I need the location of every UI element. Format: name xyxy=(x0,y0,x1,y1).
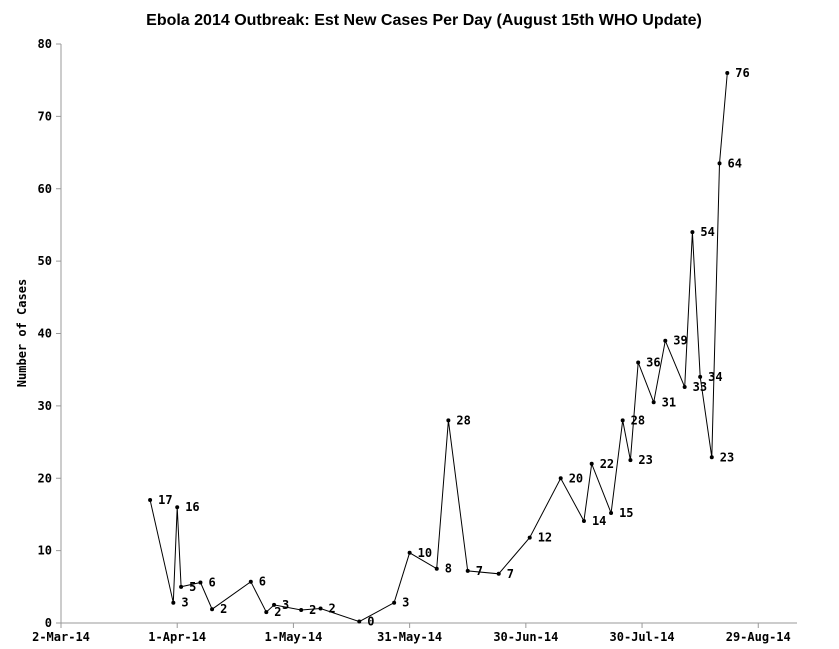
data-label: 2 xyxy=(220,602,227,616)
data-label: 6 xyxy=(259,575,266,589)
data-label: 5 xyxy=(189,580,196,594)
data-point xyxy=(446,418,451,423)
data-label: 12 xyxy=(538,531,552,545)
data-label: 28 xyxy=(456,413,470,427)
y-axis-title: Number of Cases xyxy=(15,279,29,387)
data-label: 3 xyxy=(402,596,409,610)
data-point xyxy=(496,571,501,576)
y-tick-label: 20 xyxy=(38,471,52,485)
data-label: 36 xyxy=(646,355,660,369)
data-label: 31 xyxy=(662,395,676,409)
data-point xyxy=(709,455,714,460)
x-tick-label: 29-Aug-14 xyxy=(726,630,791,644)
data-label: 3 xyxy=(181,596,188,610)
data-point xyxy=(210,607,215,612)
data-label: 17 xyxy=(158,493,172,507)
data-point xyxy=(581,518,586,523)
series-line xyxy=(149,72,728,623)
y-tick-label: 0 xyxy=(45,616,52,630)
x-tick-label: 30-Jun-14 xyxy=(493,630,558,644)
x-tick-label: 1-Apr-14 xyxy=(148,630,206,644)
data-label: 14 xyxy=(592,514,606,528)
y-tick-label: 10 xyxy=(38,544,52,558)
y-tick-label: 80 xyxy=(38,37,52,51)
data-label: 23 xyxy=(720,450,734,464)
data-point xyxy=(392,600,397,605)
data-point xyxy=(175,505,180,510)
data-label: 2 xyxy=(309,603,316,617)
data-point xyxy=(628,458,633,463)
data-point xyxy=(636,360,641,365)
data-point xyxy=(698,374,703,379)
data-label: 20 xyxy=(569,471,583,485)
data-point xyxy=(558,476,563,481)
data-point xyxy=(620,418,625,423)
data-label: 76 xyxy=(735,66,749,80)
x-tick-label: 31-May-14 xyxy=(377,630,442,644)
data-point xyxy=(717,161,722,166)
data-point xyxy=(589,461,594,466)
x-tick-label: 30-Jul-14 xyxy=(610,630,675,644)
y-tick-label: 70 xyxy=(38,109,52,123)
data-label: 8 xyxy=(445,562,452,576)
data-label: 15 xyxy=(619,506,633,520)
data-point xyxy=(725,70,730,75)
data-label: 0 xyxy=(367,615,374,629)
data-point xyxy=(465,568,470,573)
data-point xyxy=(690,230,695,235)
data-point xyxy=(264,610,269,615)
data-label: 7 xyxy=(476,564,483,578)
data-label: 16 xyxy=(185,500,199,514)
data-point xyxy=(407,550,412,555)
y-tick-label: 30 xyxy=(38,399,52,413)
data-point xyxy=(609,510,614,515)
data-point xyxy=(179,584,184,589)
data-point xyxy=(682,385,687,390)
data-label: 22 xyxy=(600,457,614,471)
data-point xyxy=(299,607,304,612)
data-label: 10 xyxy=(418,546,432,560)
data-point xyxy=(148,497,153,502)
data-point xyxy=(272,602,277,607)
data-label: 6 xyxy=(208,575,215,589)
data-point xyxy=(663,338,668,343)
y-tick-label: 40 xyxy=(38,327,52,341)
data-label: 64 xyxy=(728,156,742,170)
x-tick-label: 1-May-14 xyxy=(265,630,323,644)
data-label: 33 xyxy=(693,380,707,394)
data-label: 54 xyxy=(700,225,714,239)
y-tick-label: 50 xyxy=(38,254,52,268)
data-label: 34 xyxy=(708,370,722,384)
y-tick-label: 60 xyxy=(38,182,52,196)
data-point xyxy=(198,580,203,585)
chart-title: Ebola 2014 Outbreak: Est New Cases Per D… xyxy=(146,12,702,29)
data-label: 2 xyxy=(329,602,336,616)
x-tick-label: 2-Mar-14 xyxy=(32,630,90,644)
data-point xyxy=(651,400,656,405)
data-point xyxy=(357,619,362,624)
data-point xyxy=(527,535,532,540)
data-label: 39 xyxy=(673,334,687,348)
data-point xyxy=(318,606,323,611)
data-point xyxy=(171,600,176,605)
data-label: 2 xyxy=(274,605,281,619)
data-label: 7 xyxy=(507,567,514,581)
data-label: 3 xyxy=(282,598,289,612)
data-point xyxy=(434,566,439,571)
data-point xyxy=(248,579,253,584)
data-label: 23 xyxy=(638,453,652,467)
data-label: 28 xyxy=(631,413,645,427)
